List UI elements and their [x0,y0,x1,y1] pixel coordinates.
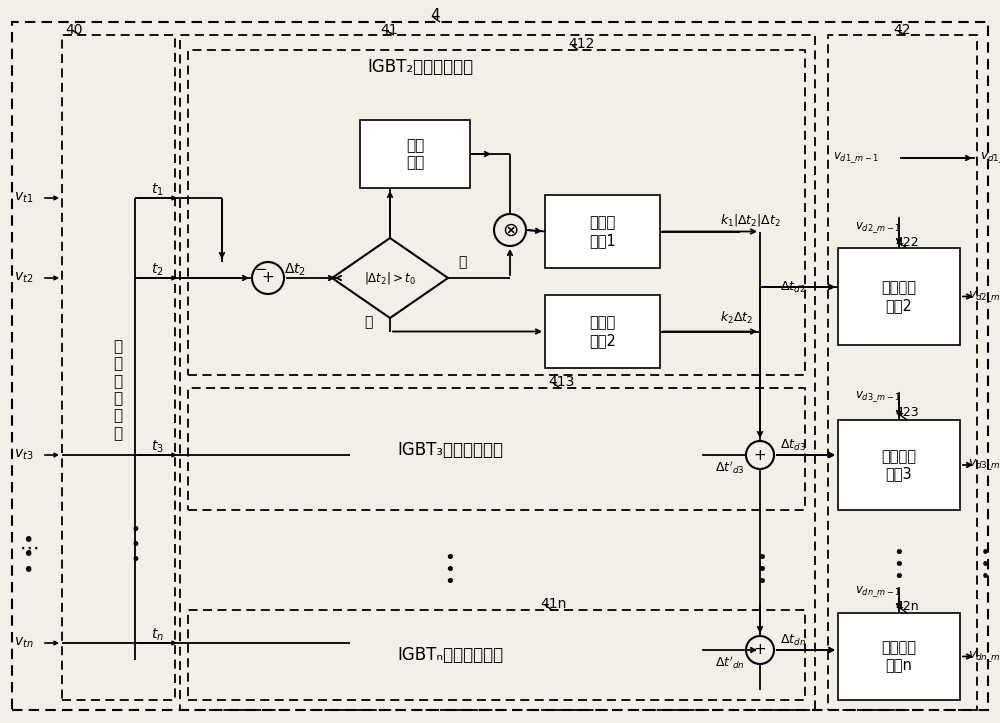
Text: IGBTₙ均压调节单元: IGBTₙ均压调节单元 [397,646,503,664]
Text: $v_{dn\_m-1}$: $v_{dn\_m-1}$ [855,585,901,599]
Text: $v_{d2\_m}$: $v_{d2\_m}$ [968,289,1000,304]
Text: +: + [754,643,766,657]
Text: 423: 423 [895,406,919,419]
Text: •: • [445,549,455,567]
Bar [545,195,660,268]
Bar [828,35,977,710]
Text: •: • [130,551,140,569]
Text: $\Delta t_{dn}$: $\Delta t_{dn}$ [780,633,806,648]
Text: $k_1|\Delta t_2|\Delta t_2$: $k_1|\Delta t_2|\Delta t_2$ [720,212,781,228]
Text: ⋯: ⋯ [20,539,40,557]
Text: 413: 413 [548,375,574,389]
Text: $t_n$: $t_n$ [151,627,163,643]
Text: •: • [894,556,904,574]
Text: 是: 是 [458,255,466,269]
Polygon shape [332,238,448,318]
Text: $v_{t3}$: $v_{t3}$ [14,448,33,462]
Text: $t_2$: $t_2$ [151,262,163,278]
Text: $\Delta t_{d3}$: $\Delta t_{d3}$ [780,437,806,453]
Text: 否: 否 [365,315,373,329]
Bar [188,388,805,510]
Text: •: • [894,544,904,562]
Text: $v_{t1}$: $v_{t1}$ [14,191,33,205]
Circle shape [252,262,284,294]
Text: 42n: 42n [895,599,919,612]
Text: IGBT₃均压调节单元: IGBT₃均压调节单元 [397,441,503,459]
Text: •: • [981,545,989,560]
Text: $t_3$: $t_3$ [151,439,163,455]
Bar [838,420,960,510]
Text: 取绝
对值: 取绝 对值 [406,138,424,170]
Text: $v_{d3\_m-1}$: $v_{d3\_m-1}$ [855,390,901,404]
Text: •: • [757,573,767,591]
Text: •: • [130,536,140,554]
Bar [188,610,805,700]
Text: •: • [22,545,34,565]
Text: •: • [445,573,455,591]
Text: $\Delta t'_{d3}$: $\Delta t'_{d3}$ [715,460,745,476]
Circle shape [494,214,526,246]
Text: 42: 42 [893,23,910,37]
Text: −: − [255,262,267,278]
Text: $k_2\Delta t_2$: $k_2\Delta t_2$ [720,310,753,326]
Bar [188,50,805,375]
Text: $v_{t2}$: $v_{t2}$ [14,271,33,285]
Bar [838,248,960,345]
Text: 412: 412 [568,37,594,51]
Text: •: • [894,568,904,586]
Text: •: • [22,560,34,580]
Text: $v_{d1\_m-1}$: $v_{d1\_m-1}$ [833,150,879,166]
Text: 比例调
节器2: 比例调 节器2 [589,315,616,348]
Text: $\otimes$: $\otimes$ [502,221,518,239]
Text: •: • [22,531,34,549]
Text: •: • [757,561,767,579]
Text: $v_{d3\_m}$: $v_{d3\_m}$ [968,458,1000,472]
Text: •: • [445,561,455,579]
Bar [360,120,470,188]
Text: $v_{dn\_m}$: $v_{dn\_m}$ [968,649,1000,664]
Text: $|\Delta t_2|>t_0$: $|\Delta t_2|>t_0$ [364,270,416,286]
Text: •: • [757,549,767,567]
Text: $v_{tn}$: $v_{tn}$ [14,636,34,650]
Text: $\Delta t_{d2}$: $\Delta t_{d2}$ [780,280,806,294]
Text: $\Delta t_2$: $\Delta t_2$ [284,262,306,278]
Bar [62,35,175,700]
Text: •: • [981,570,989,584]
Text: 40: 40 [65,23,82,37]
Text: $v_{d1\_m}$: $v_{d1\_m}$ [980,150,1000,166]
Text: $\Delta t'_{dn}$: $\Delta t'_{dn}$ [715,655,745,671]
Text: 4: 4 [430,9,440,24]
Bar [545,295,660,368]
Text: IGBT₂均压调节单元: IGBT₂均压调节单元 [367,58,473,76]
Bar [838,613,960,700]
Text: 41: 41 [380,23,398,37]
Bar [180,35,815,710]
Circle shape [746,441,774,469]
Text: 41n: 41n [540,597,566,611]
Text: +: + [754,448,766,463]
Text: +: + [262,270,274,286]
Text: 422: 422 [895,236,919,249]
Text: •: • [130,521,140,539]
Text: 边沿延时
单元n: 边沿延时 单元n [882,641,916,672]
Text: 边沿延时
单元2: 边沿延时 单元2 [882,281,916,313]
Text: 时
间
提
取
单
元: 时 间 提 取 单 元 [113,339,123,441]
Text: •: • [981,557,989,573]
Text: 比例调
节器1: 比例调 节器1 [589,215,616,248]
Circle shape [746,636,774,664]
Text: $t_1$: $t_1$ [151,181,163,198]
Text: 边沿延时
单元3: 边沿延时 单元3 [882,449,916,482]
Text: $v_{d2\_m-1}$: $v_{d2\_m-1}$ [855,221,901,236]
